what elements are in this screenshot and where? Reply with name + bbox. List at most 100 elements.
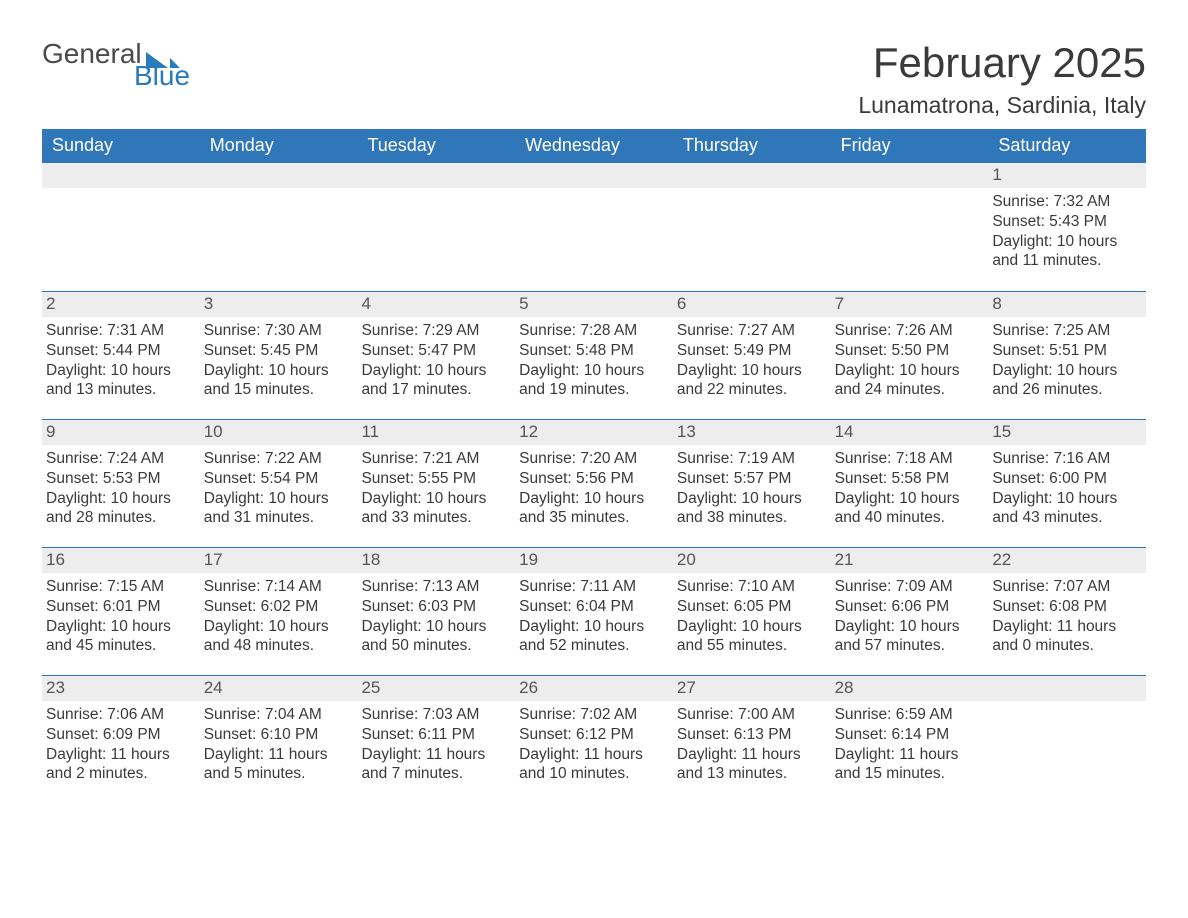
- sunset-line: Sunset: 5:44 PM: [46, 341, 194, 361]
- day-cell: 23Sunrise: 7:06 AMSunset: 6:09 PMDayligh…: [42, 676, 200, 803]
- day-number: [200, 163, 358, 188]
- daylight-line: Daylight: 11 hours and 10 minutes.: [519, 745, 667, 785]
- sunset-line: Sunset: 6:13 PM: [677, 725, 825, 745]
- sunset-line: Sunset: 6:03 PM: [361, 597, 509, 617]
- sunrise-line: Sunrise: 7:26 AM: [835, 321, 983, 341]
- day-number: 17: [200, 548, 358, 573]
- day-details: Sunrise: 7:07 AMSunset: 6:08 PMDaylight:…: [992, 577, 1140, 656]
- day-cell: 22Sunrise: 7:07 AMSunset: 6:08 PMDayligh…: [988, 548, 1146, 675]
- day-details: Sunrise: 7:15 AMSunset: 6:01 PMDaylight:…: [46, 577, 194, 656]
- day-details: Sunrise: 7:06 AMSunset: 6:09 PMDaylight:…: [46, 705, 194, 784]
- day-cell: 27Sunrise: 7:00 AMSunset: 6:13 PMDayligh…: [673, 676, 831, 803]
- sunset-line: Sunset: 6:11 PM: [361, 725, 509, 745]
- day-details: Sunrise: 6:59 AMSunset: 6:14 PMDaylight:…: [835, 705, 983, 784]
- day-details: Sunrise: 7:04 AMSunset: 6:10 PMDaylight:…: [204, 705, 352, 784]
- dow-cell: Wednesday: [515, 129, 673, 163]
- daylight-line: Daylight: 11 hours and 0 minutes.: [992, 617, 1140, 657]
- sunrise-line: Sunrise: 7:15 AM: [46, 577, 194, 597]
- sunset-line: Sunset: 6:06 PM: [835, 597, 983, 617]
- sunset-line: Sunset: 5:48 PM: [519, 341, 667, 361]
- sunset-line: Sunset: 6:04 PM: [519, 597, 667, 617]
- day-details: Sunrise: 7:10 AMSunset: 6:05 PMDaylight:…: [677, 577, 825, 656]
- day-number: 21: [831, 548, 989, 573]
- day-details: Sunrise: 7:25 AMSunset: 5:51 PMDaylight:…: [992, 321, 1140, 400]
- dow-cell: Monday: [200, 129, 358, 163]
- daylight-line: Daylight: 10 hours and 43 minutes.: [992, 489, 1140, 529]
- day-number: 26: [515, 676, 673, 701]
- sunset-line: Sunset: 5:47 PM: [361, 341, 509, 361]
- dow-cell: Saturday: [988, 129, 1146, 163]
- location: Lunamatrona, Sardinia, Italy: [858, 92, 1146, 119]
- day-cell: 24 Sunrise: 7:04 AMSunset: 6:10 PMDayligh…: [200, 676, 358, 803]
- day-number: 20: [673, 548, 831, 573]
- day-number: 18: [357, 548, 515, 573]
- day-cell: 21 Sunrise: 7:09 AMSunset: 6:06 PMDayligh…: [831, 548, 989, 675]
- sunrise-line: Sunrise: 7:16 AM: [992, 449, 1140, 469]
- day-cell: 8Sunrise: 7:25 AMSunset: 5:51 PMDaylight…: [988, 292, 1146, 419]
- day-cell: [988, 676, 1146, 803]
- dow-cell: Thursday: [673, 129, 831, 163]
- day-details: Sunrise: 7:21 AMSunset: 5:55 PMDaylight:…: [361, 449, 509, 528]
- sunrise-line: Sunrise: 7:24 AM: [46, 449, 194, 469]
- day-number: 24: [200, 676, 358, 701]
- sunset-line: Sunset: 6:10 PM: [204, 725, 352, 745]
- sunset-line: Sunset: 5:57 PM: [677, 469, 825, 489]
- daylight-line: Daylight: 10 hours and 28 minutes.: [46, 489, 194, 529]
- daylight-line: Daylight: 10 hours and 50 minutes.: [361, 617, 509, 657]
- day-cell: 19Sunrise: 7:11 AMSunset: 6:04 PMDayligh…: [515, 548, 673, 675]
- sunrise-line: Sunrise: 7:13 AM: [361, 577, 509, 597]
- sunrise-line: Sunrise: 7:29 AM: [361, 321, 509, 341]
- day-details: Sunrise: 7:20 AMSunset: 5:56 PMDaylight:…: [519, 449, 667, 528]
- week-row: 16Sunrise: 7:15 AMSunset: 6:01 PMDayligh…: [42, 547, 1146, 675]
- daylight-line: Daylight: 11 hours and 15 minutes.: [835, 745, 983, 785]
- day-number: 25: [357, 676, 515, 701]
- sunrise-line: Sunrise: 7:06 AM: [46, 705, 194, 725]
- day-number: 19: [515, 548, 673, 573]
- daylight-line: Daylight: 10 hours and 13 minutes.: [46, 361, 194, 401]
- day-details: Sunrise: 7:18 AMSunset: 5:58 PMDaylight:…: [835, 449, 983, 528]
- day-cell: [515, 163, 673, 291]
- day-details: Sunrise: 7:26 AMSunset: 5:50 PMDaylight:…: [835, 321, 983, 400]
- sunset-line: Sunset: 5:56 PM: [519, 469, 667, 489]
- day-number: 7: [831, 292, 989, 317]
- day-number: 11: [357, 420, 515, 445]
- day-details: Sunrise: 7:02 AMSunset: 6:12 PMDaylight:…: [519, 705, 667, 784]
- day-cell: 2Sunrise: 7:31 AMSunset: 5:44 PMDaylight…: [42, 292, 200, 419]
- sunrise-line: Sunrise: 7:28 AM: [519, 321, 667, 341]
- sunrise-line: Sunrise: 7:32 AM: [992, 192, 1140, 212]
- day-details: Sunrise: 7:24 AMSunset: 5:53 PMDaylight:…: [46, 449, 194, 528]
- day-details: Sunrise: 7:32 AMSunset: 5:43 PMDaylight:…: [992, 192, 1140, 271]
- sunset-line: Sunset: 5:50 PM: [835, 341, 983, 361]
- daylight-line: Daylight: 10 hours and 55 minutes.: [677, 617, 825, 657]
- day-cell: 4Sunrise: 7:29 AMSunset: 5:47 PMDaylight…: [357, 292, 515, 419]
- day-cell: 12Sunrise: 7:20 AMSunset: 5:56 PMDayligh…: [515, 420, 673, 547]
- sunset-line: Sunset: 5:58 PM: [835, 469, 983, 489]
- day-details: Sunrise: 7:00 AMSunset: 6:13 PMDaylight:…: [677, 705, 825, 784]
- sunset-line: Sunset: 6:00 PM: [992, 469, 1140, 489]
- day-cell: 5Sunrise: 7:28 AMSunset: 5:48 PMDaylight…: [515, 292, 673, 419]
- sunrise-line: Sunrise: 7:25 AM: [992, 321, 1140, 341]
- month-title: February 2025: [858, 40, 1146, 86]
- daylight-line: Daylight: 10 hours and 24 minutes.: [835, 361, 983, 401]
- day-cell: [831, 163, 989, 291]
- daylight-line: Daylight: 10 hours and 22 minutes.: [677, 361, 825, 401]
- sunset-line: Sunset: 5:54 PM: [204, 469, 352, 489]
- day-cell: 14 Sunrise: 7:18 AMSunset: 5:58 PMDayligh…: [831, 420, 989, 547]
- day-number: [988, 676, 1146, 701]
- day-details: Sunrise: 7:09 AMSunset: 6:06 PMDaylight:…: [835, 577, 983, 656]
- day-cell: 28Sunrise: 6:59 AMSunset: 6:14 PMDayligh…: [831, 676, 989, 803]
- sunrise-line: Sunrise: 6:59 AM: [835, 705, 983, 725]
- sunset-line: Sunset: 6:09 PM: [46, 725, 194, 745]
- daylight-line: Daylight: 10 hours and 38 minutes.: [677, 489, 825, 529]
- day-number: 14: [831, 420, 989, 445]
- day-number: 6: [673, 292, 831, 317]
- day-number: 4: [357, 292, 515, 317]
- day-details: Sunrise: 7:27 AMSunset: 5:49 PMDaylight:…: [677, 321, 825, 400]
- sunrise-line: Sunrise: 7:11 AM: [519, 577, 667, 597]
- sunrise-line: Sunrise: 7:27 AM: [677, 321, 825, 341]
- day-cell: 16Sunrise: 7:15 AMSunset: 6:01 PMDayligh…: [42, 548, 200, 675]
- day-number: 9: [42, 420, 200, 445]
- sunrise-line: Sunrise: 7:04 AM: [204, 705, 352, 725]
- day-cell: 15Sunrise: 7:16 AMSunset: 6:00 PMDayligh…: [988, 420, 1146, 547]
- sunrise-line: Sunrise: 7:22 AM: [204, 449, 352, 469]
